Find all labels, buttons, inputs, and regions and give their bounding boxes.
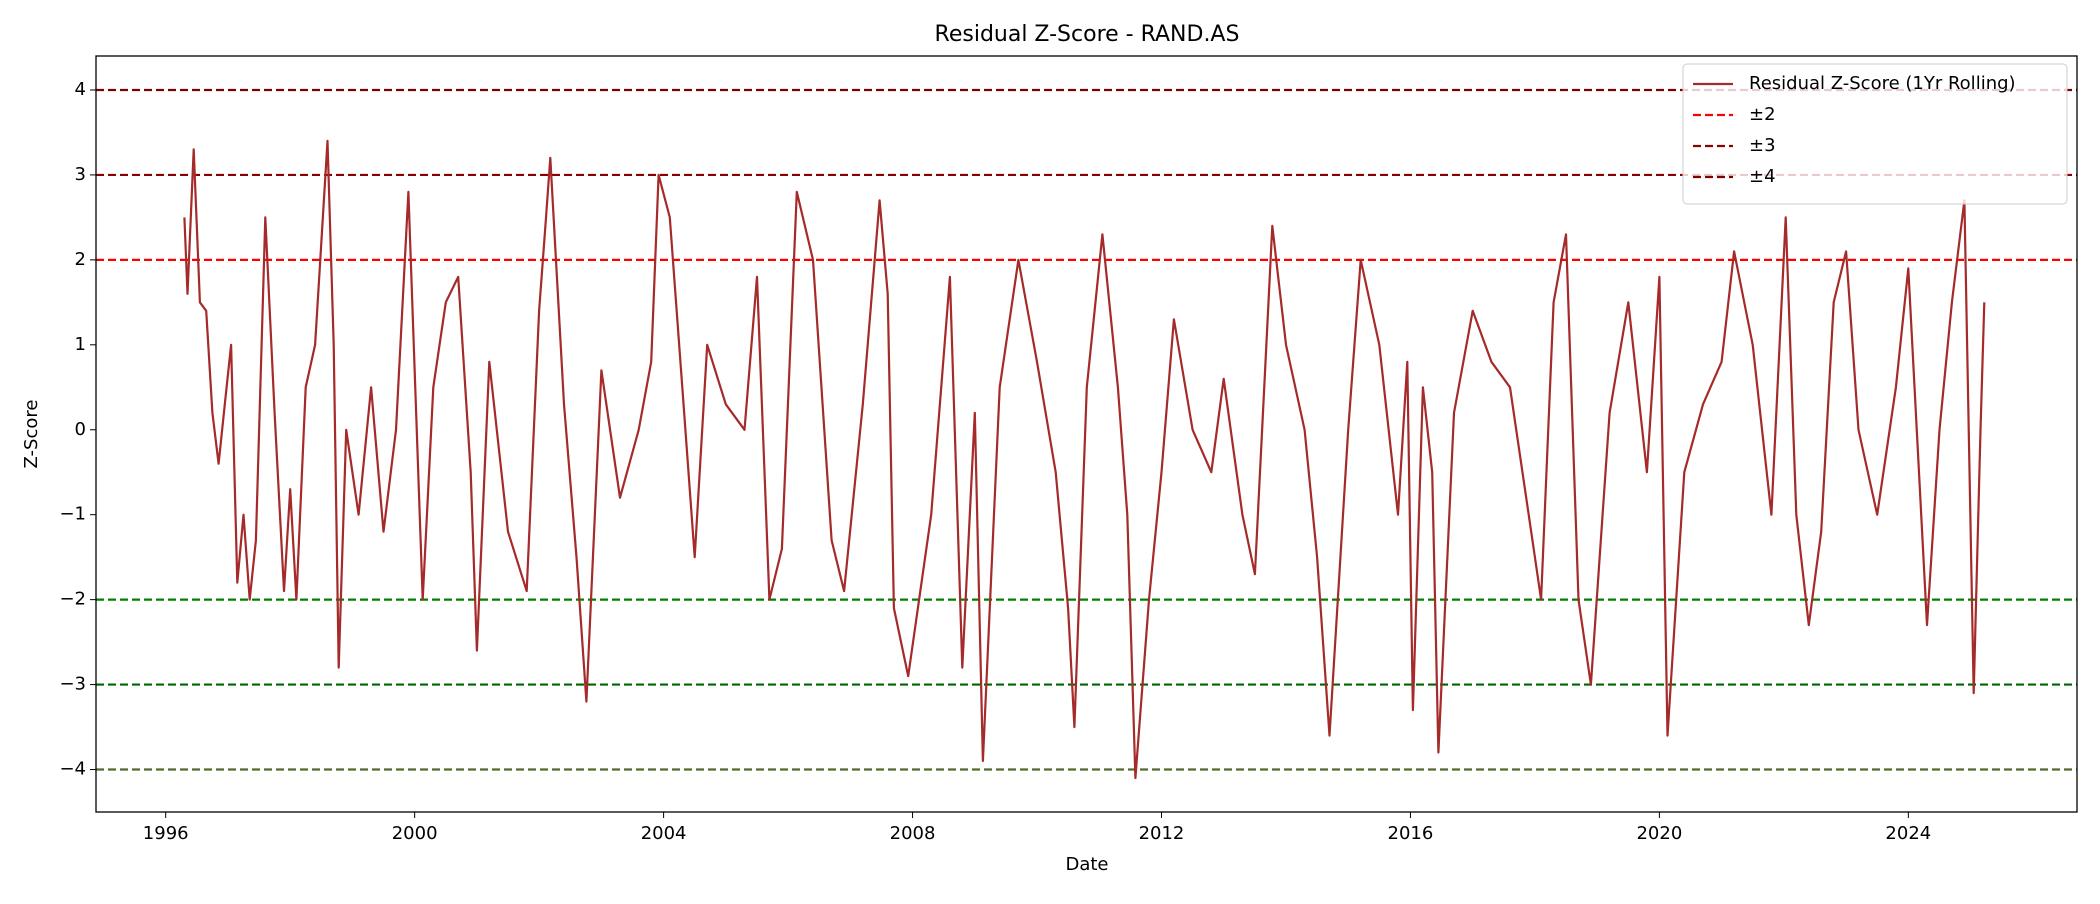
- chart-title: Residual Z-Score - RAND.AS: [935, 22, 1240, 47]
- y-tick-label: −4: [59, 759, 86, 780]
- legend-label: ±2: [1749, 104, 1776, 125]
- y-tick-label: −3: [59, 674, 86, 695]
- legend-label: ±4: [1749, 166, 1776, 187]
- x-tick-label: 2000: [392, 823, 438, 844]
- y-tick-label: 3: [75, 164, 86, 185]
- y-tick-label: −2: [59, 589, 86, 610]
- y-tick-label: 0: [75, 419, 86, 440]
- y-tick-label: 2: [75, 249, 86, 270]
- legend-label: Residual Z-Score (1Yr Rolling): [1749, 73, 2016, 94]
- y-tick-label: 4: [75, 79, 86, 100]
- y-axis-label: Z-Score: [21, 400, 42, 469]
- x-tick-label: 2024: [1885, 823, 1931, 844]
- series-line: [183, 139, 1986, 780]
- x-tick-label: 1996: [143, 823, 189, 844]
- plot-frame: [95, 55, 2078, 813]
- legend-label: ±3: [1749, 135, 1776, 156]
- x-tick-label: 2020: [1636, 823, 1682, 844]
- x-tick-label: 2004: [641, 823, 687, 844]
- x-tick-label: 2012: [1139, 823, 1185, 844]
- y-tick-label: −1: [59, 504, 86, 525]
- x-tick-label: 2016: [1388, 823, 1434, 844]
- legend-box: [1682, 63, 2068, 205]
- x-axis-label: Date: [1065, 854, 1108, 875]
- x-tick-label: 2008: [890, 823, 936, 844]
- y-tick-label: 1: [75, 334, 86, 355]
